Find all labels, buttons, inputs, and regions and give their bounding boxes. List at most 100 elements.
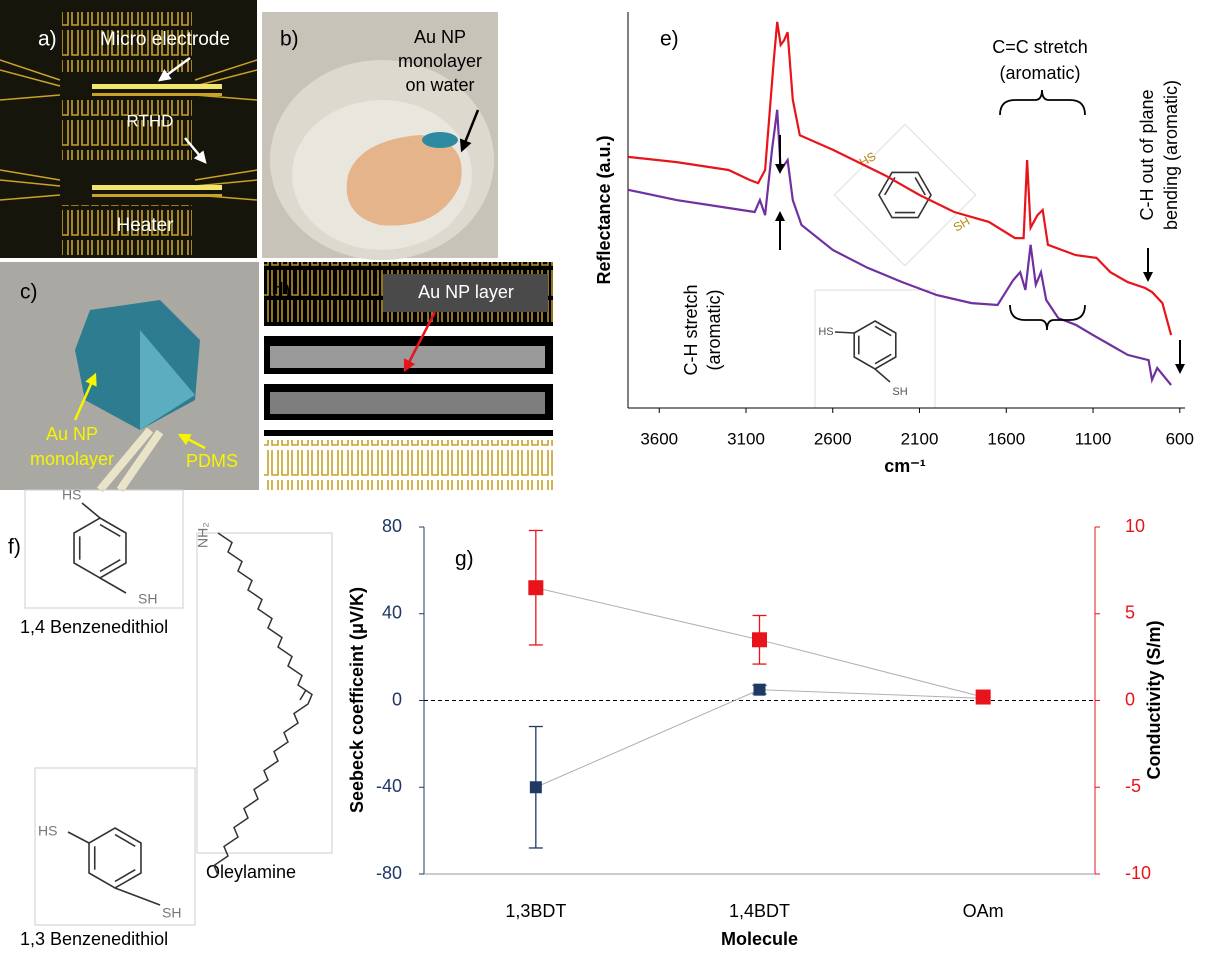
- x-tick-label: 1100: [1075, 429, 1112, 448]
- stripe: [270, 392, 545, 414]
- molecule-name: 1,4 Benzenedithiol: [20, 617, 168, 637]
- x-axis-label: cm⁻¹: [884, 456, 926, 476]
- bond: [115, 888, 160, 905]
- x-tick-label: OAm: [963, 901, 1004, 921]
- x-tick-label: 600: [1166, 429, 1194, 448]
- y-tick-label: -80: [376, 863, 402, 883]
- photo-label: Au NP layer: [418, 282, 514, 302]
- stripe: [264, 326, 553, 336]
- annotation: (aromatic): [704, 289, 724, 370]
- atom-label: SH: [892, 386, 907, 398]
- atom-label: HS: [62, 487, 81, 503]
- panel-label: b): [280, 28, 299, 51]
- marker: [752, 632, 767, 647]
- molecule-name: Oleylamine: [206, 862, 296, 882]
- benzene-ring: [74, 518, 126, 578]
- double-bond: [300, 690, 306, 700]
- double-bond: [100, 525, 120, 537]
- annotation: (aromatic): [999, 63, 1080, 83]
- y2-tick-label: 0: [1125, 689, 1135, 709]
- alkyl-chain: [214, 533, 312, 875]
- panel-c-photo: c) Au NP monolayer PDMS: [0, 262, 259, 490]
- y-tick-label: -40: [376, 776, 402, 796]
- marker: [528, 580, 543, 595]
- structure-box: [197, 533, 332, 853]
- double-bond: [115, 870, 135, 882]
- y-tick-label: 0: [392, 689, 402, 709]
- x-axis-label: Molecule: [721, 929, 798, 949]
- micro-electrode: [92, 84, 222, 89]
- y2-tick-label: -10: [1125, 863, 1151, 883]
- atom-label: HS: [818, 326, 833, 338]
- panel-f: f) HS SH 1,4 Benzenedithiol HS SH 1,3 Be…: [8, 487, 332, 949]
- atom-label: SH: [162, 905, 181, 921]
- annotation: C-H out of plane: [1137, 89, 1157, 220]
- atom-label: NH₂: [195, 522, 211, 548]
- photo-label: PDMS: [186, 451, 238, 471]
- marker: [530, 781, 542, 793]
- micro-electrode: [92, 93, 222, 96]
- stripe: [264, 420, 553, 430]
- marker: [754, 684, 766, 696]
- photo-label: on water: [405, 75, 474, 95]
- panel-label: f): [8, 536, 21, 559]
- bond: [82, 503, 100, 518]
- panel-label: g): [455, 548, 474, 571]
- figure: a) Micro electrode RTHD Heater b) Au NP …: [0, 0, 1207, 949]
- photo-label: monolayer: [398, 51, 482, 71]
- y-axis-label: Seebeck coefficeint (μV/K): [347, 587, 367, 813]
- panel-d-photo: d) Au NP layer: [264, 262, 553, 490]
- bond: [100, 578, 126, 593]
- double-bond: [100, 560, 120, 572]
- panel-label: c): [20, 281, 38, 304]
- y2-tick-label: -5: [1125, 776, 1141, 796]
- panel-label: e): [660, 28, 679, 51]
- bond: [68, 832, 89, 843]
- figure-page: {"panels": { "a": {"label": "a)", "texts…: [0, 0, 1207, 949]
- panel-a-photo: a) Micro electrode RTHD Heater: [0, 0, 257, 258]
- photo-label: Micro electrode: [100, 29, 230, 50]
- structure-box: [35, 768, 195, 925]
- x-tick-label: 1,3BDT: [505, 901, 566, 921]
- panel-label: a): [38, 28, 57, 51]
- panel-label: d): [272, 280, 291, 303]
- y2-tick-label: 5: [1125, 603, 1135, 623]
- annotation: C=C stretch: [992, 37, 1088, 57]
- x-tick-label: 1,4BDT: [729, 901, 790, 921]
- x-tick-label: 1600: [987, 429, 1025, 448]
- photo-label: RTHD: [127, 111, 174, 130]
- photo-label: Au NP: [46, 424, 98, 444]
- benzene-ring: [89, 828, 141, 888]
- marker: [976, 690, 991, 705]
- stripe: [264, 374, 553, 384]
- structure-box: [25, 490, 183, 608]
- brace: [1000, 90, 1085, 115]
- page: body { margin: 0; width: 1207px; height:…: [0, 0, 1207, 949]
- y2-tick-label: 10: [1125, 516, 1145, 536]
- atom-label: SH: [138, 591, 157, 607]
- heater-line: [92, 185, 222, 190]
- x-tick-label: 2100: [901, 429, 939, 448]
- panel-b-photo: b) Au NP monolayer on water: [262, 12, 498, 260]
- blue-spot: [422, 132, 458, 148]
- molecule-name: 1,3 Benzenedithiol: [20, 929, 168, 949]
- brace: [1010, 305, 1085, 330]
- y2-axis-label: Conductivity (S/m): [1144, 620, 1164, 779]
- atom-label: HS: [38, 823, 57, 839]
- bond: [835, 332, 854, 333]
- photo-label: Au NP: [414, 27, 466, 47]
- y-tick-label: 40: [382, 603, 402, 623]
- inset-frame: [815, 290, 935, 408]
- double-bond: [115, 835, 135, 847]
- photo-label: monolayer: [30, 449, 114, 469]
- electrode-fingers: [264, 440, 553, 490]
- annotation: C-H stretch: [681, 284, 701, 375]
- heater-line: [92, 194, 222, 197]
- y-tick-label: 80: [382, 516, 402, 536]
- y-axis-label: Reflectance (a.u.): [594, 135, 614, 284]
- x-tick-label: 3100: [727, 429, 765, 448]
- x-tick-label: 2600: [814, 429, 852, 448]
- photo-label: Heater: [116, 215, 174, 236]
- annotation: bending (aromatic): [1161, 80, 1181, 230]
- inset-frame: [834, 124, 975, 265]
